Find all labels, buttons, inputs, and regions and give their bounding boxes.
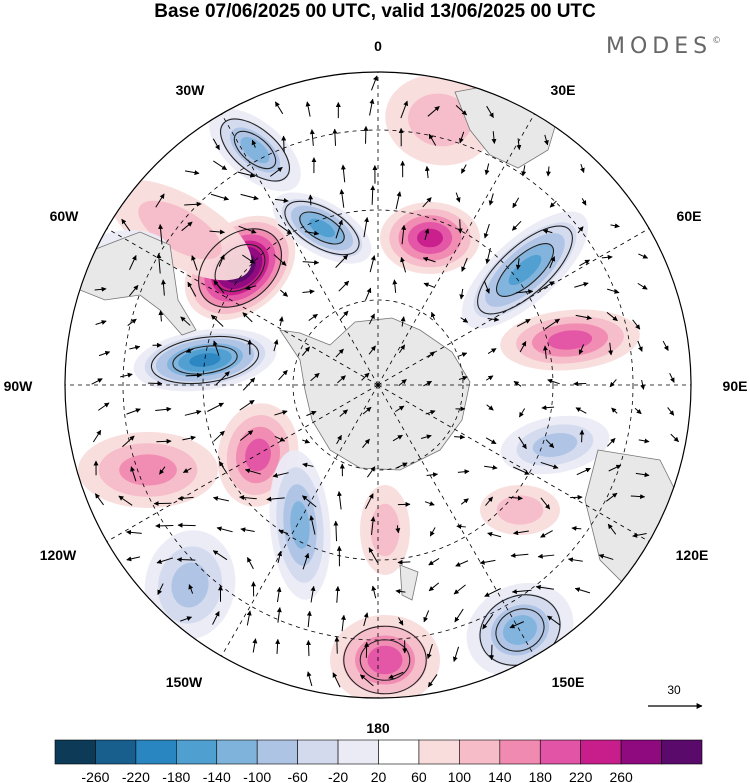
wind-vectors	[91, 75, 679, 688]
lon-label-150e: 150E	[552, 674, 585, 690]
colorbar-swatch	[337, 739, 379, 765]
lon-label-180: 180	[366, 720, 390, 736]
modes-logo: MODES©	[606, 34, 721, 59]
colorbar-tick-label: -220	[122, 769, 150, 783]
colorbar-swatch	[176, 739, 218, 765]
colorbar-tick-label: 180	[529, 769, 553, 783]
vector-reference: 30	[648, 683, 703, 709]
map-boundary	[64, 71, 692, 699]
lon-label-90e: 90E	[723, 378, 748, 394]
colorbar-tick-label: -20	[328, 769, 348, 783]
colorbar: -260 -220 -180 -140 -100 -60 -20 20 60 100 140 180 2…	[54, 739, 703, 783]
lon-label-30w: 30W	[176, 82, 206, 98]
colorbar-swatch	[620, 739, 662, 765]
colorbar-swatch	[297, 739, 339, 765]
vector-reference-value: 30	[667, 683, 681, 697]
colorbar-tick-label: 100	[448, 769, 472, 783]
colorbar-swatch	[378, 739, 420, 765]
colorbar-tick-label: -260	[81, 769, 109, 783]
colorbar-swatch	[661, 739, 703, 765]
colorbar-swatch	[135, 739, 177, 765]
colorbar-tick-label: -60	[288, 769, 308, 783]
lon-label-120w: 120W	[40, 547, 77, 563]
brand-name: MODES	[606, 34, 713, 59]
colorbar-swatch	[256, 739, 298, 765]
lon-label-30e: 30E	[551, 82, 576, 98]
chart-title: Base 07/06/2025 00 UTC, valid 13/06/2025…	[154, 1, 596, 22]
lon-label-90w: 90W	[4, 378, 34, 394]
colorbar-swatch	[539, 739, 581, 765]
colorbar-tick-label: 140	[488, 769, 512, 783]
colorbar-tick-label: 260	[609, 769, 633, 783]
lon-label-0: 0	[374, 38, 382, 54]
colorbar-swatch	[54, 739, 96, 765]
brand-mark: ©	[712, 36, 722, 46]
colorbar-tick-label: -180	[162, 769, 190, 783]
colorbar-tick-label: 220	[569, 769, 593, 783]
colorbar-swatch	[499, 739, 541, 765]
colorbar-swatch	[580, 739, 622, 765]
lon-label-120e: 120E	[676, 547, 709, 563]
colorbar-tick-label: -140	[203, 769, 231, 783]
colorbar-swatch	[95, 739, 137, 765]
colorbar-tick-label: 20	[371, 769, 387, 783]
colorbar-tick-label: 60	[411, 769, 427, 783]
lon-label-60w: 60W	[50, 208, 80, 224]
lon-label-150w: 150W	[166, 674, 203, 690]
lon-label-60e: 60E	[677, 208, 702, 224]
colorbar-swatch	[216, 739, 258, 765]
colorbar-tick-label: -100	[243, 769, 271, 783]
colorbar-swatch	[418, 739, 460, 765]
colorbar-swatch	[459, 739, 501, 765]
